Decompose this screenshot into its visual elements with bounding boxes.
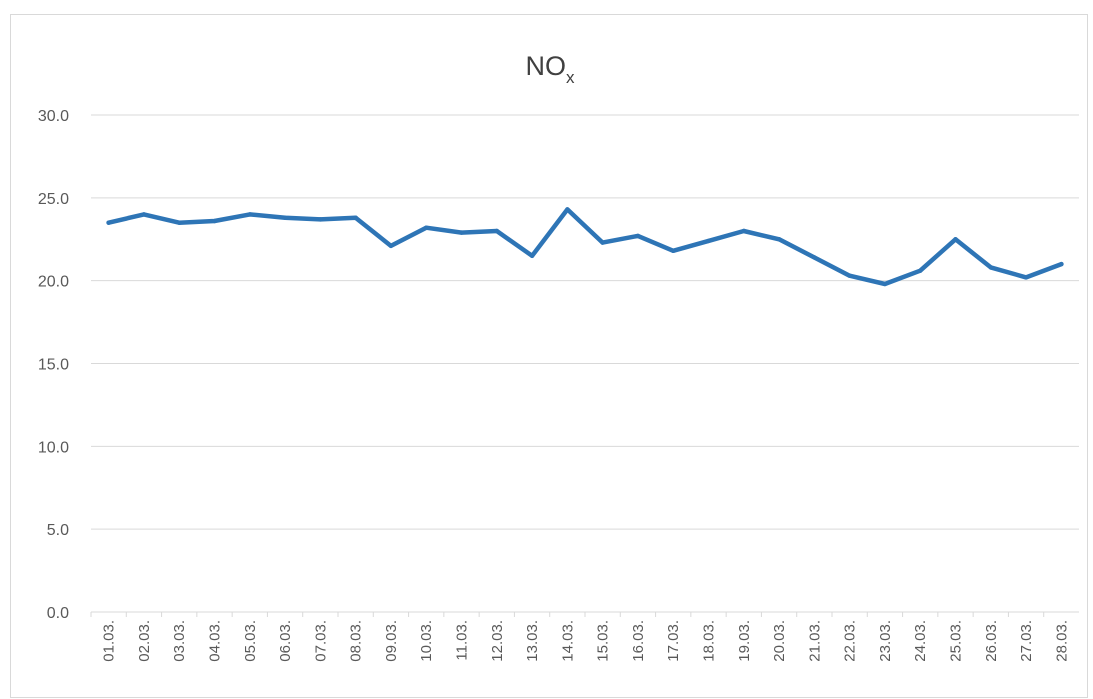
data-point xyxy=(106,220,111,225)
y-tick-label: 15.0 xyxy=(38,357,69,374)
chart-frame: NOx 0.0 5.0 10.0 15.0 20.0 25.0 30.0 01.03. 02.… xyxy=(10,14,1088,698)
data-point xyxy=(953,237,958,242)
x-tick-label: 20.03. xyxy=(771,620,788,662)
x-tick-label: 23.03. xyxy=(877,620,894,662)
data-point xyxy=(882,281,888,287)
y-tick-label: 0.0 xyxy=(47,605,69,622)
y-axis-ticks: 0.0 5.0 10.0 15.0 20.0 25.0 30.0 xyxy=(38,108,69,622)
data-point xyxy=(600,240,605,245)
x-tick-label: 28.03. xyxy=(1053,620,1070,662)
data-point xyxy=(388,243,394,249)
x-tick-label: 04.03. xyxy=(207,620,224,662)
data-point xyxy=(1059,261,1064,267)
x-tick-label: 18.03. xyxy=(701,620,718,662)
data-point xyxy=(671,248,676,254)
x-tick-label: 02.03. xyxy=(136,620,153,662)
x-tick-label: 10.03. xyxy=(418,620,435,662)
data-point xyxy=(741,228,746,234)
data-point xyxy=(776,237,782,242)
y-tick-label: 20.0 xyxy=(38,274,69,291)
data-point xyxy=(635,233,641,239)
x-tick-label: 09.03. xyxy=(383,620,400,662)
data-point xyxy=(141,212,147,217)
x-tick-label: 21.03. xyxy=(806,620,823,662)
data-point xyxy=(988,265,993,270)
y-tick-label: 5.0 xyxy=(47,522,69,539)
x-tick-label: 06.03. xyxy=(277,620,294,662)
data-point xyxy=(459,230,464,235)
x-tick-label: 22.03. xyxy=(842,620,859,662)
x-tick-label: 03.03. xyxy=(171,620,188,662)
x-tick-label: 25.03. xyxy=(948,620,965,662)
chart-title: NOx xyxy=(526,51,576,87)
data-point xyxy=(494,228,499,234)
data-point xyxy=(424,225,429,230)
data-point xyxy=(282,215,288,220)
data-point xyxy=(529,253,535,259)
x-tick-label: 24.03. xyxy=(912,620,929,662)
y-tick-label: 30.0 xyxy=(38,108,69,125)
line-chart: NOx 0.0 5.0 10.0 15.0 20.0 25.0 30.0 01.03. 02.… xyxy=(38,51,1079,662)
series-line-nox xyxy=(106,207,1064,287)
data-point xyxy=(812,255,817,260)
x-tick-label: 15.03. xyxy=(595,620,612,662)
data-point xyxy=(212,218,217,224)
y-tick-label: 25.0 xyxy=(38,191,69,208)
x-tick-label: 14.03. xyxy=(559,620,576,662)
data-point xyxy=(847,273,852,278)
data-point xyxy=(565,207,570,212)
x-tick-label: 11.03. xyxy=(454,620,471,661)
data-point xyxy=(318,217,323,222)
x-tick-label: 01.03. xyxy=(101,620,118,662)
gridlines xyxy=(90,114,1079,617)
x-tick-label: 16.03. xyxy=(630,620,647,662)
data-point xyxy=(353,215,358,220)
data-point xyxy=(177,220,182,225)
y-tick-label: 10.0 xyxy=(38,439,69,456)
x-tick-label: 12.03. xyxy=(489,620,506,662)
x-tick-label: 19.03. xyxy=(736,620,753,662)
data-point xyxy=(918,268,923,273)
x-tick-label: 13.03. xyxy=(524,620,541,662)
data-point xyxy=(1023,275,1029,280)
data-point xyxy=(247,212,252,217)
x-tick-label: 26.03. xyxy=(983,620,1000,662)
series-layer xyxy=(106,207,1064,287)
x-tick-label: 05.03. xyxy=(242,620,259,662)
data-point xyxy=(706,238,711,244)
x-tick-label: 08.03. xyxy=(348,620,365,662)
x-tick-label: 07.03. xyxy=(312,620,329,662)
x-tick-label: 17.03. xyxy=(665,620,682,662)
x-axis-ticks: 01.03. 02.03. 03.03. 04.03. 05.03. 06.03. 07.0… xyxy=(101,620,1071,662)
x-tick-label: 27.03. xyxy=(1018,620,1035,662)
